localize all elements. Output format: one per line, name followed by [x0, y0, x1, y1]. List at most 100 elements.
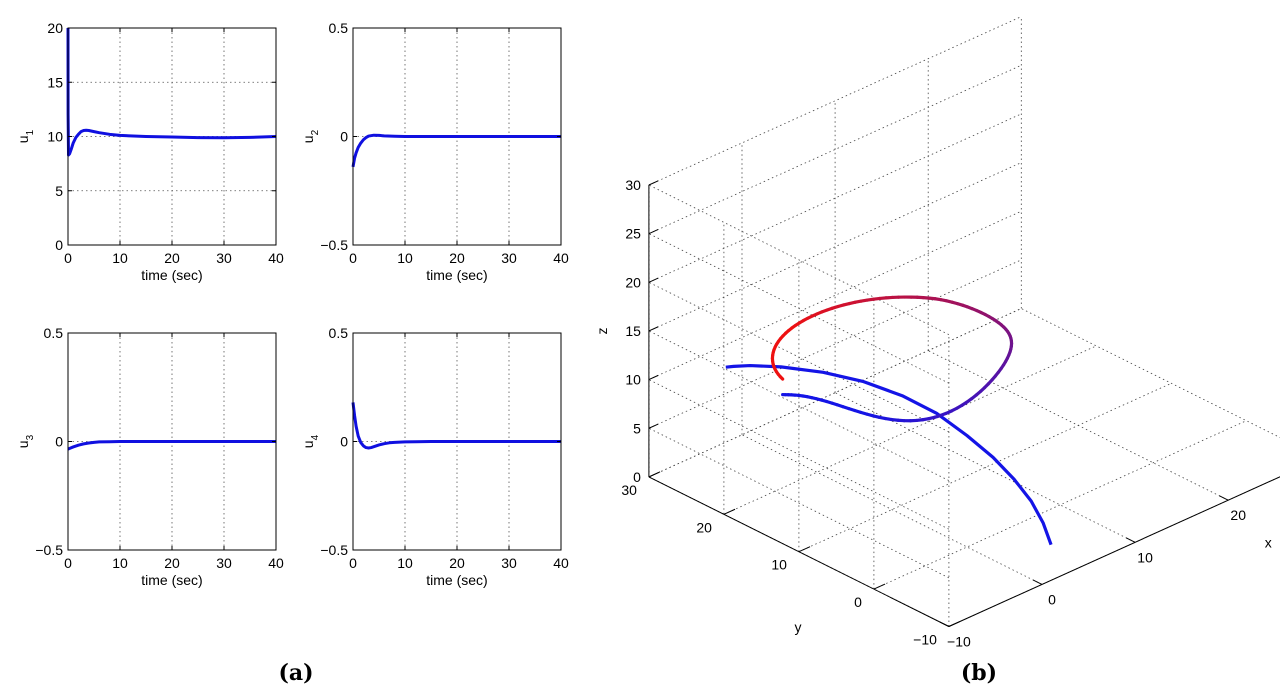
x-tick-mark	[1032, 579, 1043, 585]
series-line-u2	[351, 133, 561, 168]
z-axis-label: z	[594, 327, 610, 334]
wall-grid-z	[648, 184, 950, 335]
z-tick-label: 20	[625, 274, 641, 290]
x-tick-mark	[1218, 495, 1229, 501]
series-line-u4	[351, 402, 561, 450]
wall-grid-z	[648, 16, 1022, 186]
x-tick-label: 0	[64, 555, 72, 571]
floor-grid-x	[1021, 308, 1280, 438]
y-tick-label: 10	[47, 129, 63, 145]
x-tick-label: 40	[268, 250, 284, 266]
y-tick-label: 20	[696, 519, 712, 535]
z-tick-mark	[648, 277, 659, 283]
floor-grid-y	[723, 345, 1097, 515]
floor-grid-y	[798, 382, 1172, 553]
wall-grid-z	[648, 233, 950, 384]
y-tick-label: 5	[55, 183, 63, 199]
y-tick-mark	[798, 546, 811, 553]
y-tick-label: 0	[55, 434, 63, 450]
x-tick-label: 20	[1230, 507, 1246, 523]
y-tick-mark	[873, 583, 886, 590]
x-axis-label: time (sec)	[141, 572, 202, 588]
x-tick-label: 10	[112, 555, 128, 571]
x-tick-label: 20	[164, 555, 180, 571]
x-axis-label: time (sec)	[426, 267, 487, 283]
y-axis-label: u4	[300, 434, 321, 448]
y-tick-label: 0	[340, 129, 348, 145]
caption-b: (b)	[961, 660, 997, 686]
wall-grid-z	[648, 281, 950, 433]
x-tick-label: 30	[216, 555, 232, 571]
x-axis-line	[948, 476, 1280, 627]
x-tick-label: 0	[349, 250, 357, 266]
x-tick-label: 0	[1048, 591, 1056, 607]
series-line-u1	[66, 27, 277, 157]
x-tick-label: 10	[1137, 549, 1153, 565]
wall-grid-z	[648, 379, 950, 530]
z-tick-label: 0	[633, 469, 641, 485]
z-tick-mark	[648, 228, 659, 235]
wall-grid-z	[648, 210, 1022, 380]
x-tick-label: 10	[112, 250, 128, 266]
x-axis-label: x	[1265, 535, 1272, 551]
trajectory-circle-segment	[778, 375, 785, 381]
y-tick-label: 30	[621, 482, 637, 498]
x-tick-label: 10	[397, 250, 413, 266]
wall-grid-z	[648, 259, 1022, 429]
y-tick-label: −0.5	[35, 542, 63, 558]
x-tick-label: 20	[449, 250, 465, 266]
y-tick-label: 10	[771, 557, 787, 573]
y-tick-mark	[948, 620, 961, 627]
floor-grid-y	[873, 420, 1247, 590]
wall-grid-z	[648, 113, 1022, 283]
y-axis-label: u2	[300, 129, 321, 143]
x-tick-label: 40	[553, 250, 569, 266]
y-tick-label: 0.5	[329, 20, 349, 36]
z-tick-mark	[648, 180, 659, 186]
wall-grid-z	[648, 308, 1022, 478]
z-tick-mark	[648, 472, 659, 478]
y-tick-label: 0	[854, 594, 862, 610]
x-tick-label: 0	[64, 250, 72, 266]
x-tick-label: 30	[216, 250, 232, 266]
z-tick-label: 10	[625, 372, 641, 388]
y-tick-label: 0.5	[44, 325, 64, 341]
z-tick-label: 25	[625, 226, 641, 242]
y-tick-mark	[723, 508, 736, 515]
z-tick-label: 15	[625, 323, 641, 339]
floor-grid-y	[948, 476, 1280, 627]
y-axis-label: u3	[15, 434, 36, 448]
x-tick-label: 10	[397, 555, 413, 571]
wall-grid-z	[648, 162, 1022, 332]
y-tick-label: 0.5	[329, 325, 349, 341]
y-tick-label: 0	[340, 434, 348, 450]
trajectory-approach	[725, 363, 1053, 546]
x-tick-label: 40	[553, 555, 569, 571]
y-tick-label: 0	[55, 237, 63, 253]
caption-a: (a)	[278, 660, 313, 686]
x-tick-label: 40	[268, 555, 284, 571]
x-tick-label: 0	[349, 555, 357, 571]
wall-grid-z	[648, 64, 1022, 235]
x-tick-label: 30	[501, 250, 517, 266]
y-tick-label: −0.5	[320, 542, 348, 558]
z-tick-mark	[648, 374, 659, 381]
floor-grid-x	[834, 392, 1136, 543]
x-axis-label: time (sec)	[141, 267, 202, 283]
x-tick-label: 20	[449, 555, 465, 571]
y-axis-label: u1	[15, 129, 36, 143]
series-line-u3	[67, 440, 276, 451]
y-tick-label: −0.5	[320, 237, 348, 253]
x-tick-mark	[1125, 537, 1136, 543]
floor-grid-x	[741, 434, 1043, 585]
x-tick-label: −10	[947, 634, 971, 650]
y-tick-label: 15	[47, 74, 63, 90]
x-tick-label: 20	[164, 250, 180, 266]
z-tick-mark	[648, 326, 659, 332]
